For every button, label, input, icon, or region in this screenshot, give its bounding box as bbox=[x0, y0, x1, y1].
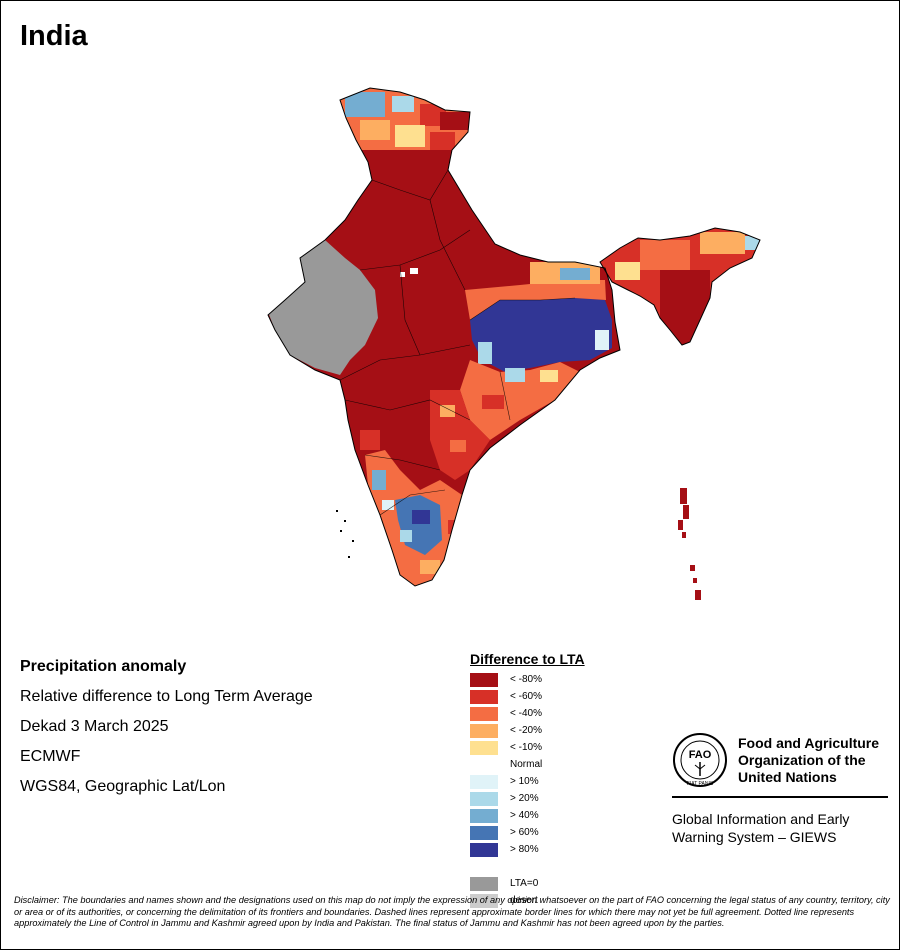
legend-item bbox=[470, 858, 585, 875]
disclaimer: Disclaimer: The boundaries and names sho… bbox=[14, 895, 890, 928]
fao-logo-text: FAO bbox=[689, 749, 712, 761]
legend-item: > 40% bbox=[470, 807, 585, 824]
legend-label: < -20% bbox=[510, 725, 542, 736]
legend-label: Normal bbox=[510, 759, 543, 770]
legend-swatch bbox=[470, 723, 498, 738]
legend-label: < -10% bbox=[510, 742, 542, 753]
org-name-line: Organization of the bbox=[738, 751, 866, 768]
legend-swatch bbox=[470, 825, 498, 840]
legend-item: desert bbox=[470, 892, 585, 909]
metadata-line: Dekad 3 March 2025 bbox=[20, 718, 169, 735]
map-title: India bbox=[20, 20, 88, 52]
legend-swatch bbox=[470, 774, 498, 789]
legend-swatch bbox=[470, 860, 498, 874]
legend-label: LTA=0 bbox=[510, 878, 539, 889]
legend-label: > 80% bbox=[510, 844, 539, 855]
fao-logo-icon: FAO FIAT PANIS bbox=[673, 733, 727, 787]
giews-line: Global Information and Early bbox=[672, 811, 850, 827]
legend-swatch bbox=[470, 706, 498, 721]
legend-label: desert bbox=[510, 895, 538, 906]
india-precipitation-map bbox=[267, 87, 761, 600]
org-name-line: Food and Agriculture bbox=[738, 734, 880, 751]
legend-item: > 80% bbox=[470, 841, 585, 858]
fao-organization-name: Food and Agriculture Organization of the… bbox=[738, 735, 879, 786]
map-metadata: Precipitation anomaly Relative differenc… bbox=[20, 657, 313, 807]
legend-item: < -10% bbox=[470, 739, 585, 756]
legend: Difference to LTA < -80% < -60% < -40% < -2… bbox=[470, 651, 585, 909]
giews-line: Warning System – GIEWS bbox=[672, 829, 837, 845]
org-name-line: United Nations bbox=[738, 768, 837, 785]
legend-swatch bbox=[470, 893, 498, 908]
legend-title: Difference to LTA bbox=[470, 651, 585, 667]
legend-swatch bbox=[470, 842, 498, 857]
metadata-line: ECMWF bbox=[20, 748, 81, 765]
legend-item: < -40% bbox=[470, 705, 585, 722]
giews-name: Global Information and Early Warning Sys… bbox=[672, 810, 888, 846]
andaman-nicobar-islands bbox=[678, 488, 701, 600]
fao-logo-ring-text: FIAT PANIS bbox=[687, 781, 714, 787]
legend-label: < -60% bbox=[510, 691, 542, 702]
legend-item: > 20% bbox=[470, 790, 585, 807]
legend-label: > 20% bbox=[510, 793, 539, 804]
legend-label: > 60% bbox=[510, 827, 539, 838]
metadata-line: WGS84, Geographic Lat/Lon bbox=[20, 778, 226, 795]
legend-swatch bbox=[470, 876, 498, 891]
metadata-heading: Precipitation anomaly bbox=[20, 658, 187, 675]
legend-item: < -20% bbox=[470, 722, 585, 739]
legend-item: < -80% bbox=[470, 671, 585, 688]
legend-swatch bbox=[470, 672, 498, 687]
legend-swatch bbox=[470, 740, 498, 755]
legend-item: < -60% bbox=[470, 688, 585, 705]
legend-label: > 10% bbox=[510, 776, 539, 787]
legend-item: Normal bbox=[470, 756, 585, 773]
legend-swatch bbox=[470, 791, 498, 806]
legend-swatch bbox=[470, 689, 498, 704]
legend-item: > 60% bbox=[470, 824, 585, 841]
fao-branding: FAO FIAT PANIS Food and Agriculture Orga… bbox=[672, 732, 888, 846]
fao-divider bbox=[672, 796, 888, 798]
lakshadweep-islands bbox=[336, 510, 354, 558]
legend-item: > 10% bbox=[470, 773, 585, 790]
legend-label: < -40% bbox=[510, 708, 542, 719]
legend-swatch bbox=[470, 808, 498, 823]
metadata-line: Relative difference to Long Term Average bbox=[20, 688, 313, 705]
legend-swatch bbox=[470, 757, 498, 772]
northeast-anomaly-fill bbox=[600, 228, 760, 345]
legend-label: > 40% bbox=[510, 810, 539, 821]
legend-label: < -80% bbox=[510, 674, 542, 685]
legend-item: LTA=0 bbox=[470, 875, 585, 892]
